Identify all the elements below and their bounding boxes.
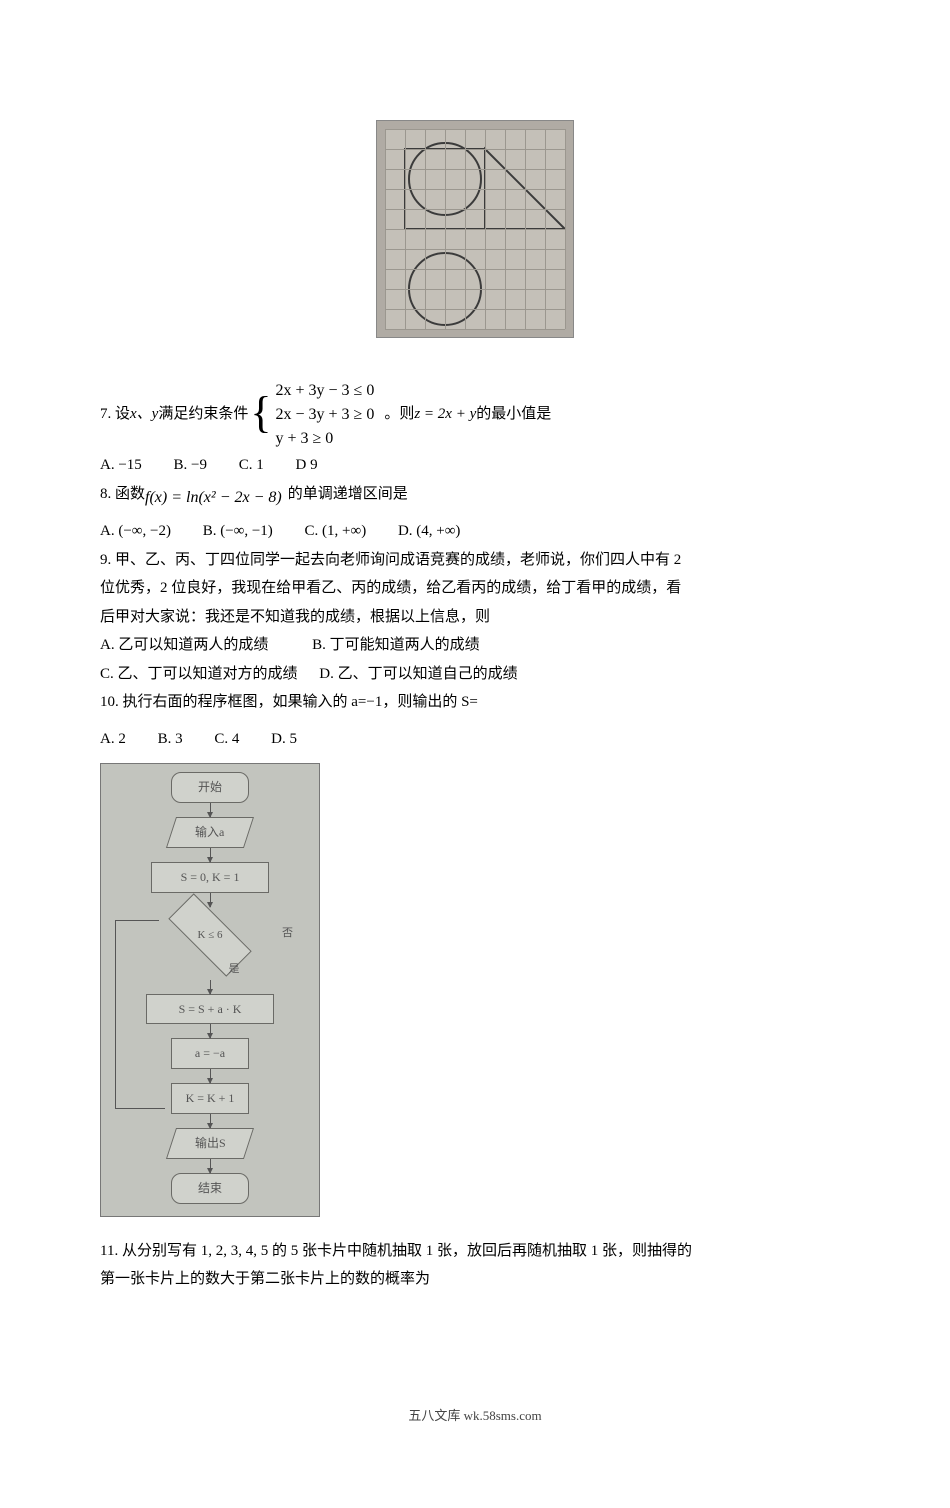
q9: 9. 甲、乙、丙、丁四位同学一起去向老师询问成语竞赛的成绩，老师说，你们四人中有… (100, 546, 850, 689)
q9-opt-c: C. 乙、丁可以知道对方的成绩 (100, 666, 298, 682)
q11-l1: 11. 从分别写有 1, 2, 3, 4, 5 的 5 张卡片中随机抽取 1 张… (100, 1237, 850, 1266)
arrow-icon (210, 1069, 211, 1083)
q9-l2: 位优秀，2 位良好，我现在给甲看乙、丙的成绩，给乙看丙的成绩，给丁看甲的成绩，看 (100, 574, 850, 603)
geom-grid (385, 129, 565, 329)
q11-l2: 第一张卡片上的数大于第二张卡片上的数的概率为 (100, 1265, 850, 1294)
arrow-icon (210, 848, 211, 862)
q10-opt-a: A. 2 (100, 731, 126, 747)
q8-opt-a: A. (−∞, −2) (100, 523, 171, 539)
q7-stem-a: 7. 设 (100, 400, 130, 429)
q7-z: z = 2x + y (414, 400, 476, 429)
q9-options: A. 乙可以知道两人的成绩 B. 丁可能知道两人的成绩 (100, 631, 850, 660)
q10-opt-b: B. 3 (158, 731, 183, 747)
arrow-icon (210, 1159, 211, 1173)
q8-opt-b: B. (−∞, −1) (203, 523, 273, 539)
q9-opt-a: A. 乙可以知道两人的成绩 (100, 637, 268, 653)
page-footer: 五八文库 wk.58sms.com (100, 1404, 850, 1429)
fc-input: 输入a (166, 817, 254, 848)
q9-l3: 后甲对大家说：我还是不知道我的成绩，根据以上信息，则 (100, 603, 850, 632)
fc-step3: K = K + 1 (171, 1083, 249, 1114)
q7-c3: y + 3 ≥ 0 (275, 427, 374, 451)
q6-figure (376, 120, 574, 338)
q9-opt-d: D. 乙、丁可以知道自己的成绩 (319, 666, 517, 682)
q7-opt-a: A. −15 (100, 457, 142, 473)
q10-options: A. 2 B. 3 C. 4 D. 5 (100, 725, 850, 754)
arrow-icon (210, 980, 211, 994)
fc-start: 开始 (171, 772, 249, 803)
fc-input-label: 输入a (195, 821, 224, 844)
q8-fx: f(x) = ln(x² − 2x − 8) (145, 483, 282, 513)
q10-flowchart-wrap: 开始 输入a S = 0, K = 1 K ≤ 6 否 是 S = S + a … (100, 763, 850, 1216)
q7-opt-d: D 9 (296, 457, 318, 473)
q7-vars: x、y (130, 400, 158, 429)
q7-tail: 的最小值是 (476, 400, 551, 429)
q9-l1: 9. 甲、乙、丙、丁四位同学一起去向老师询问成语竞赛的成绩，老师说，你们四人中有… (100, 546, 850, 575)
q7-options: A. −15 B. −9 C. 1 D 9 (100, 451, 850, 480)
q7: 7. 设 x、y 满足约束条件 { 2x + 3y − 3 ≤ 0 2x − 3… (100, 379, 850, 451)
q8-opt-c: C. (1, +∞) (305, 523, 367, 539)
q7-opt-b: B. −9 (174, 457, 207, 473)
q8-tail: 的单调递增区间是 (288, 480, 408, 509)
loop-line (115, 1108, 165, 1109)
arrow-icon (210, 1024, 211, 1038)
q7-opt-c: C. 1 (239, 457, 264, 473)
fc-output-label: 输出S (195, 1132, 226, 1155)
fc-no-label: 否 (282, 923, 293, 944)
fc-init: S = 0, K = 1 (151, 862, 269, 893)
fc-end: 结束 (171, 1173, 249, 1204)
q10-flowchart: 开始 输入a S = 0, K = 1 K ≤ 6 否 是 S = S + a … (100, 763, 320, 1216)
loop-line (115, 920, 116, 1108)
q10-opt-d: D. 5 (271, 731, 297, 747)
exam-page: 7. 设 x、y 满足约束条件 { 2x + 3y − 3 ≤ 0 2x − 3… (0, 0, 950, 1508)
q8: 8. 函数 f(x) = ln(x² − 2x − 8) 的单调递增区间是 (100, 479, 850, 509)
q7-c1: 2x + 3y − 3 ≤ 0 (275, 379, 374, 403)
fc-step2: a = −a (171, 1038, 249, 1069)
q7-mid: 。则 (384, 400, 414, 429)
fc-output: 输出S (166, 1128, 254, 1159)
q7-stem-b: 满足约束条件 (158, 400, 248, 429)
q6-figure-wrap (100, 120, 850, 349)
q7-constraints: 2x + 3y − 3 ≤ 0 2x − 3y + 3 ≥ 0 y + 3 ≥ … (275, 379, 374, 451)
q10-opt-c: C. 4 (214, 731, 239, 747)
q8-opt-d: D. (4, +∞) (398, 523, 460, 539)
q9-options-2: C. 乙、丁可以知道对方的成绩 D. 乙、丁可以知道自己的成绩 (100, 660, 850, 689)
q8-stem: 8. 函数 (100, 480, 145, 509)
brace-icon: { (250, 391, 271, 435)
q10-stem: 10. 执行右面的程序框图，如果输入的 a=−1，则输出的 S= (100, 688, 850, 717)
fc-decision-label: K ≤ 6 (198, 924, 223, 945)
q9-opt-b: B. 丁可能知道两人的成绩 (312, 637, 480, 653)
loop-line (115, 920, 159, 921)
fc-step1: S = S + a · K (146, 994, 274, 1025)
arrow-icon (210, 893, 211, 907)
arrow-icon (210, 1114, 211, 1128)
q8-options: A. (−∞, −2) B. (−∞, −1) C. (1, +∞) D. (4… (100, 517, 850, 546)
fc-yes-label: 是 (229, 959, 240, 980)
q7-c2: 2x − 3y + 3 ≥ 0 (275, 403, 374, 427)
arrow-icon (210, 803, 211, 817)
q11: 11. 从分别写有 1, 2, 3, 4, 5 的 5 张卡片中随机抽取 1 张… (100, 1237, 850, 1294)
